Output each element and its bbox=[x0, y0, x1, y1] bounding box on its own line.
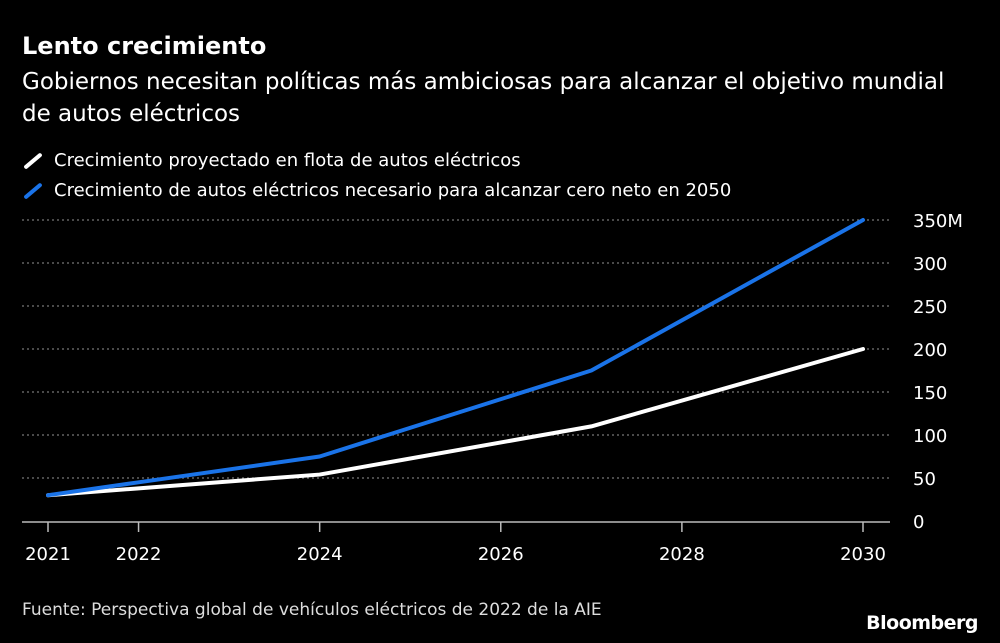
bloomberg-logo: Bloomberg bbox=[866, 612, 978, 634]
legend-label: Crecimiento proyectado en flota de autos… bbox=[54, 150, 521, 171]
y-tick-label: 150 bbox=[913, 383, 947, 404]
x-tick-label: 2022 bbox=[116, 544, 162, 565]
legend-item-projected: Crecimiento proyectado en flota de autos… bbox=[22, 150, 521, 171]
series-line-0 bbox=[46, 347, 865, 498]
x-tick-label: 2026 bbox=[478, 544, 524, 565]
y-tick-label: 50 bbox=[913, 469, 936, 490]
source-note: Fuente: Perspectiva global de vehículos … bbox=[22, 600, 602, 620]
y-tick-label: 300 bbox=[913, 254, 947, 275]
y-tick-label: 250 bbox=[913, 297, 947, 318]
x-tick-label: 2030 bbox=[840, 544, 886, 565]
series-line-1 bbox=[46, 218, 865, 498]
x-tick-label: 2028 bbox=[659, 544, 705, 565]
y-tick-label: 350M bbox=[913, 211, 963, 232]
chart-subtitle: Gobiernos necesitan políticas más ambici… bbox=[22, 69, 945, 127]
y-tick-label: 200 bbox=[913, 340, 947, 361]
legend-item-needed: Crecimiento de autos eléctricos necesari… bbox=[22, 180, 731, 201]
y-tick-label: 0 bbox=[913, 512, 924, 533]
chart-title: Lento crecimiento bbox=[22, 32, 267, 60]
y-tick-label: 100 bbox=[913, 426, 947, 447]
x-tick-label: 2024 bbox=[297, 544, 343, 565]
x-tick-label: 2021 bbox=[25, 544, 71, 565]
legend-label: Crecimiento de autos eléctricos necesari… bbox=[54, 180, 732, 201]
